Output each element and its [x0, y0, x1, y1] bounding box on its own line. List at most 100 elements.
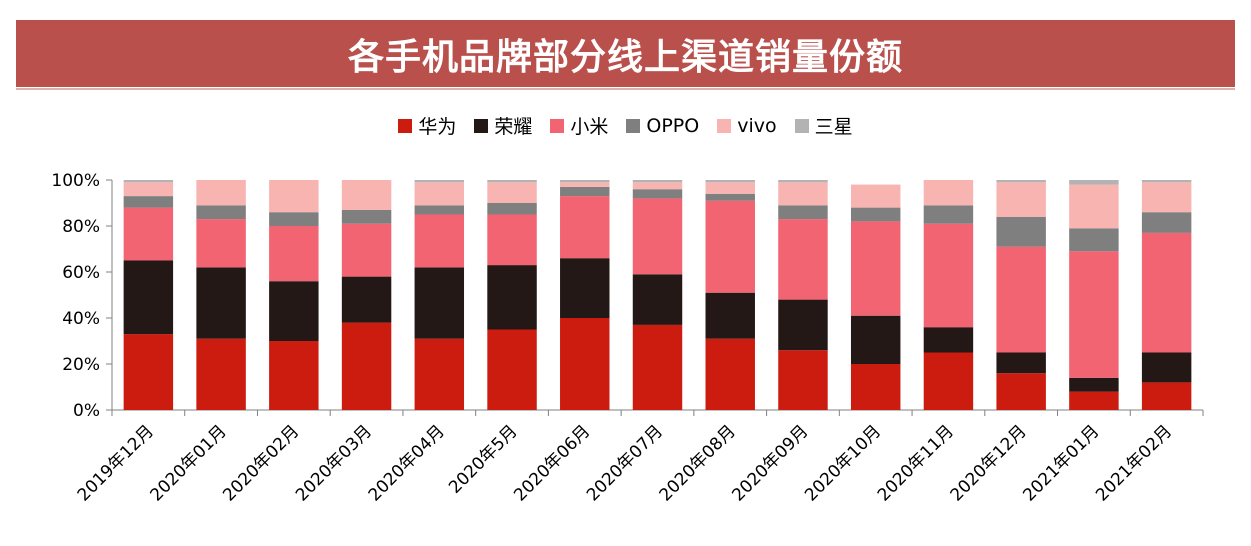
- bar-segment: [1069, 251, 1119, 378]
- x-tick-label: 2020年03月: [292, 421, 376, 505]
- legend-item: OPPO: [626, 112, 699, 139]
- bar-segment: [632, 198, 683, 275]
- x-tick-label: 2020年09月: [728, 421, 812, 505]
- bar-segment: [487, 180, 537, 183]
- bar-segment: [560, 186, 610, 197]
- bar-segment: [705, 200, 755, 293]
- bar-segment: [705, 182, 755, 194]
- title-divider: [16, 88, 1235, 90]
- bar-segment: [705, 338, 755, 410]
- x-tick-label: 2020年06月: [510, 421, 594, 505]
- y-tick-label: 40%: [62, 309, 100, 329]
- legend-swatch: [398, 118, 413, 133]
- bar-segment: [560, 182, 610, 187]
- legend-swatch: [626, 118, 641, 133]
- bar-segment: [1069, 184, 1119, 229]
- y-tick-label: 100%: [51, 171, 100, 191]
- legend-swatch: [794, 118, 809, 133]
- bar-segment: [778, 182, 828, 206]
- bar-segment: [123, 180, 174, 183]
- bar-segment: [414, 182, 465, 206]
- bar-segment: [705, 193, 755, 201]
- legend-item: 三星: [794, 112, 853, 139]
- x-tick-label: 2020年07月: [583, 421, 667, 505]
- bar-segment: [850, 315, 901, 364]
- bar-segment: [269, 212, 319, 226]
- legend-item: 华为: [398, 112, 456, 139]
- bar-segment: [923, 352, 974, 410]
- bar-segment: [196, 180, 246, 206]
- bar-segment: [414, 267, 465, 339]
- bar-segment: [196, 338, 246, 410]
- bar-segment: [560, 180, 610, 183]
- bar-segment: [123, 182, 174, 197]
- legend-swatch: [474, 118, 489, 133]
- bar-segment: [632, 182, 683, 190]
- bar-segment: [414, 338, 465, 410]
- bar-segment: [632, 274, 683, 325]
- bar-segment: [705, 292, 755, 339]
- bar-segment: [123, 207, 174, 261]
- bar-segment: [1141, 212, 1192, 233]
- bar-segment: [850, 207, 901, 222]
- chart-title: 各手机品牌部分线上渠道销量份额: [16, 20, 1235, 87]
- bar-segment: [487, 203, 537, 215]
- bar-segment: [123, 334, 174, 410]
- x-tick-label: 2020年04月: [365, 421, 449, 505]
- x-tick-label: 2020年10月: [801, 421, 885, 505]
- bar-segment: [1141, 182, 1192, 213]
- bar-segment: [196, 205, 246, 220]
- legend-label: OPPO: [646, 114, 700, 137]
- x-tick-label: 2021年01月: [1019, 421, 1103, 505]
- legend-item: vivo: [717, 112, 777, 139]
- y-tick-label: 20%: [62, 355, 100, 375]
- bar-segment: [705, 180, 755, 183]
- legend-item: 荣耀: [474, 112, 532, 139]
- bar-segment: [996, 246, 1046, 353]
- bar-segment: [1141, 232, 1192, 353]
- bar-segment: [269, 341, 319, 410]
- bar-segment: [414, 214, 465, 268]
- bar-segment: [1069, 228, 1119, 252]
- bar-segment: [996, 216, 1046, 247]
- legend-item: 小米: [550, 112, 608, 139]
- bar-segment: [850, 364, 901, 410]
- legend-label: 华为: [418, 116, 457, 138]
- bar-segment: [996, 352, 1046, 374]
- bar-segment: [414, 205, 465, 215]
- bar-segment: [487, 329, 537, 410]
- bar-segment: [487, 182, 537, 203]
- x-tick-label: 2020年11月: [874, 421, 958, 505]
- bar-segment: [1069, 391, 1119, 410]
- bar-segment: [923, 327, 974, 353]
- bar-segment: [778, 219, 828, 300]
- x-tick-label: 2020年12月: [947, 421, 1031, 505]
- bar-segment: [269, 180, 319, 213]
- legend-label: 小米: [570, 116, 609, 138]
- bar-segment: [1069, 180, 1119, 185]
- x-tick-label: 2021年02月: [1092, 421, 1176, 505]
- bar-segment: [123, 196, 174, 208]
- bar-segment: [487, 214, 537, 266]
- bar-segment: [414, 180, 465, 183]
- bar-segment: [778, 180, 828, 183]
- bar-segment: [996, 182, 1046, 217]
- legend-label: 荣耀: [494, 116, 533, 138]
- bar-segment: [632, 180, 683, 183]
- bar-segment: [632, 189, 683, 199]
- x-tick-label: 2020年02月: [219, 421, 303, 505]
- bar-segment: [632, 324, 683, 410]
- bar-segment: [341, 276, 392, 323]
- x-tick-label: 2019年12月: [74, 421, 158, 505]
- bar-segment: [996, 180, 1046, 183]
- legend-label: vivo: [737, 114, 777, 137]
- chart-title-text: 各手机品牌部分线上渠道销量份额: [347, 36, 903, 78]
- bar-segment: [269, 281, 319, 341]
- bar-segment: [196, 267, 246, 339]
- bar-segment: [923, 205, 974, 224]
- bar-segment: [341, 223, 392, 277]
- y-tick-label: 0%: [73, 401, 100, 421]
- x-tick-label: 2020年01月: [147, 421, 231, 505]
- bar-segment: [560, 258, 610, 318]
